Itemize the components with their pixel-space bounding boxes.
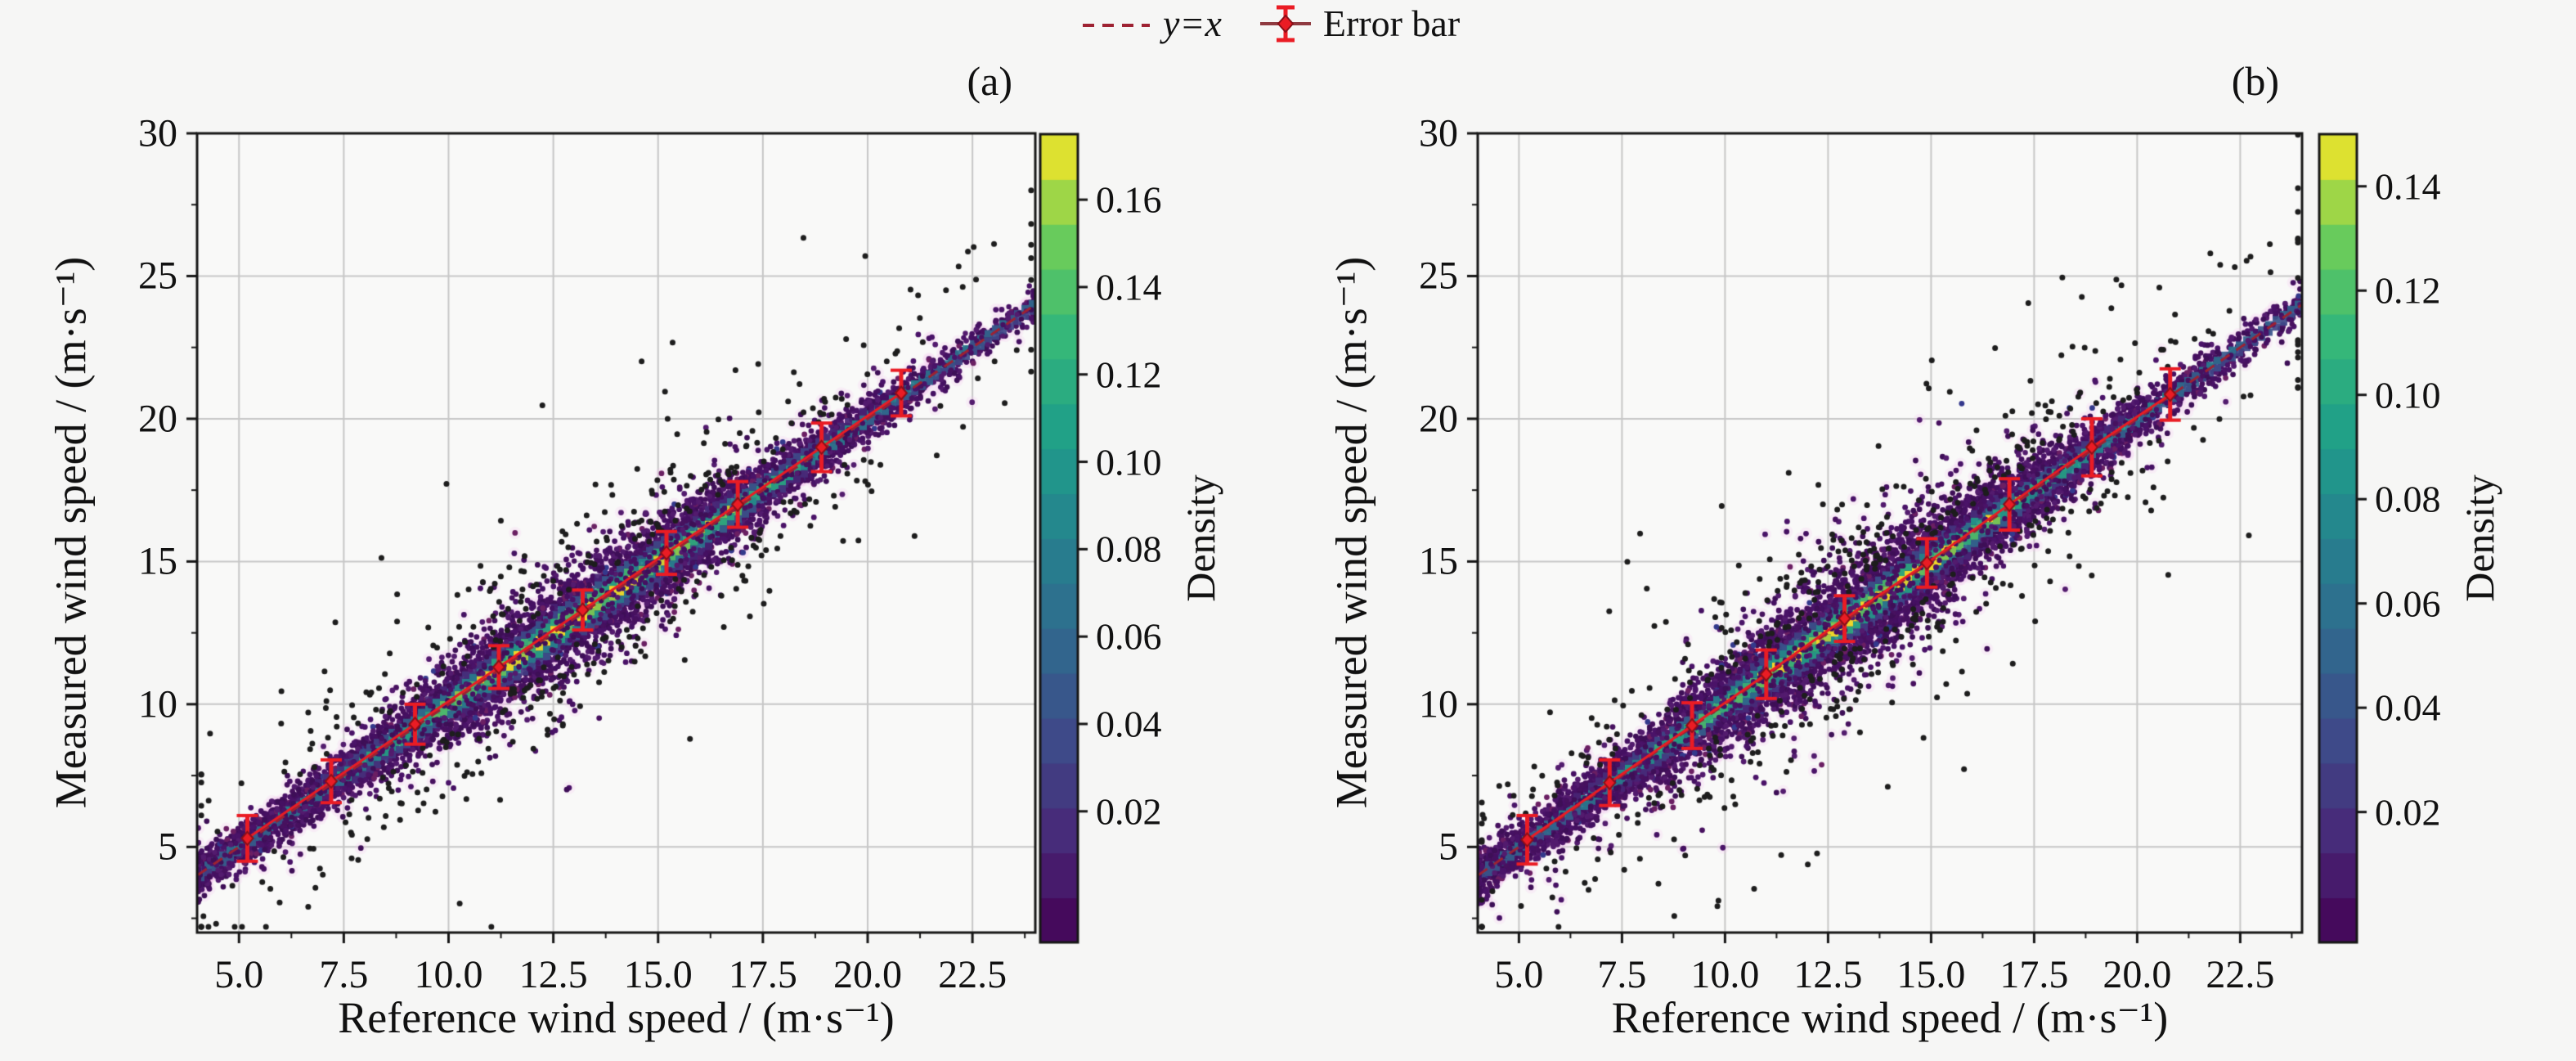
panel-a-y-tick-label: 15: [138, 539, 177, 583]
panel-b-y-axis-title: Measured wind speed / (m·s⁻¹): [1326, 256, 1376, 809]
panel-a-colorbar-tick-label: 0.10: [1096, 441, 1162, 483]
panel-a-y-tick-label: 30: [138, 111, 177, 155]
panel-a-y-axis-title: Measured wind speed / (m·s⁻¹): [46, 256, 96, 809]
panel-b-x-tick-label: 10.0: [1690, 953, 1760, 996]
panel-b-x-tick-label: 22.5: [2206, 953, 2275, 996]
panel-a-y-tick-label: 20: [138, 397, 177, 441]
panel-a-x-tick-label: 22.5: [938, 953, 1008, 996]
panel-a-colorbar-tick-label: 0.12: [1096, 353, 1162, 396]
panel-a-x-tick-label: 10.0: [414, 953, 483, 996]
panel-a-x-tick-label: 17.5: [728, 953, 797, 996]
panel-a-label: (a): [967, 58, 1013, 104]
panel-b-x-tick-label: 7.5: [1597, 953, 1647, 996]
panel-a-y-tick-label: 5: [158, 825, 177, 869]
panel-b-x-tick-label: 12.5: [1793, 953, 1863, 996]
panel-b-x-tick-label: 17.5: [1999, 953, 2069, 996]
panel-a-colorbar-tick-label: 0.14: [1096, 266, 1162, 308]
panel-a-colorbar-tick-label: 0.08: [1096, 528, 1162, 570]
panel-a-colorbar-tick-label: 0.06: [1096, 615, 1162, 658]
panel-b-y-tick-label: 5: [1438, 825, 1458, 869]
panel-b-x-tick-label: 20.0: [2103, 953, 2172, 996]
yx-dashed-line-icon: [1083, 23, 1150, 27]
panel-b-y-tick-label: 30: [1419, 111, 1458, 155]
legend-yx-label: y=x: [1163, 2, 1222, 44]
panel-b-y-tick-label: 25: [1419, 254, 1458, 298]
panel-b-colorbar-tick-label: 0.12: [2375, 269, 2441, 312]
panel-a-x-tick-label: 12.5: [518, 953, 588, 996]
panel-b-colorbar-tick-label: 0.14: [2375, 165, 2441, 208]
panel-b-colorbar-tick-label: 0.08: [2375, 478, 2441, 520]
legend: y=x Error bar: [1081, 2, 1460, 45]
panel-a-colorbar-tick-label: 0.02: [1096, 790, 1162, 833]
panel-b-colorbar-tick-label: 0.06: [2375, 582, 2441, 625]
panel-b-colorbar-title: Density: [2457, 474, 2502, 602]
panel-b-label: (b): [2231, 58, 2279, 104]
panel-b-y-tick-label: 10: [1419, 682, 1458, 726]
legend-item-errorbar: Error bar: [1259, 2, 1460, 45]
legend-item-yx: y=x: [1081, 2, 1222, 45]
panel-b-colorbar-tick-label: 0.02: [2375, 791, 2441, 834]
panel-b-x-tick-label: 5.0: [1494, 953, 1544, 996]
panel-a-y-tick-label: 25: [138, 254, 177, 298]
panel-b-x-axis-title: Reference wind speed / (m·s⁻¹): [1611, 993, 2169, 1042]
panel-a-x-axis-title: Reference wind speed / (m·s⁻¹): [338, 993, 895, 1042]
panel-b-colorbar-tick-label: 0.04: [2375, 686, 2441, 729]
panel-b-y-tick-label: 15: [1419, 539, 1458, 583]
panel-a-x-tick-label: 20.0: [833, 953, 902, 996]
panel-a-colorbar-tick-label: 0.16: [1096, 178, 1162, 221]
panel-a-x-tick-label: 5.0: [214, 953, 264, 996]
panel-a-x-tick-label: 7.5: [319, 953, 369, 996]
panel-a-y-tick-label: 10: [138, 682, 177, 726]
panel-a-x-tick-label: 15.0: [623, 953, 693, 996]
panel-b-y-tick-label: 20: [1419, 397, 1458, 441]
panel-b-colorbar-tick-label: 0.10: [2375, 374, 2441, 416]
legend-errorbar-label: Error bar: [1322, 2, 1461, 44]
panel-b-x-tick-label: 15.0: [1896, 953, 1966, 996]
panel-a-colorbar-tick-label: 0.04: [1096, 703, 1162, 745]
panel-a-colorbar-title: Density: [1178, 474, 1223, 602]
errorbar-sample-icon: [1259, 5, 1311, 42]
